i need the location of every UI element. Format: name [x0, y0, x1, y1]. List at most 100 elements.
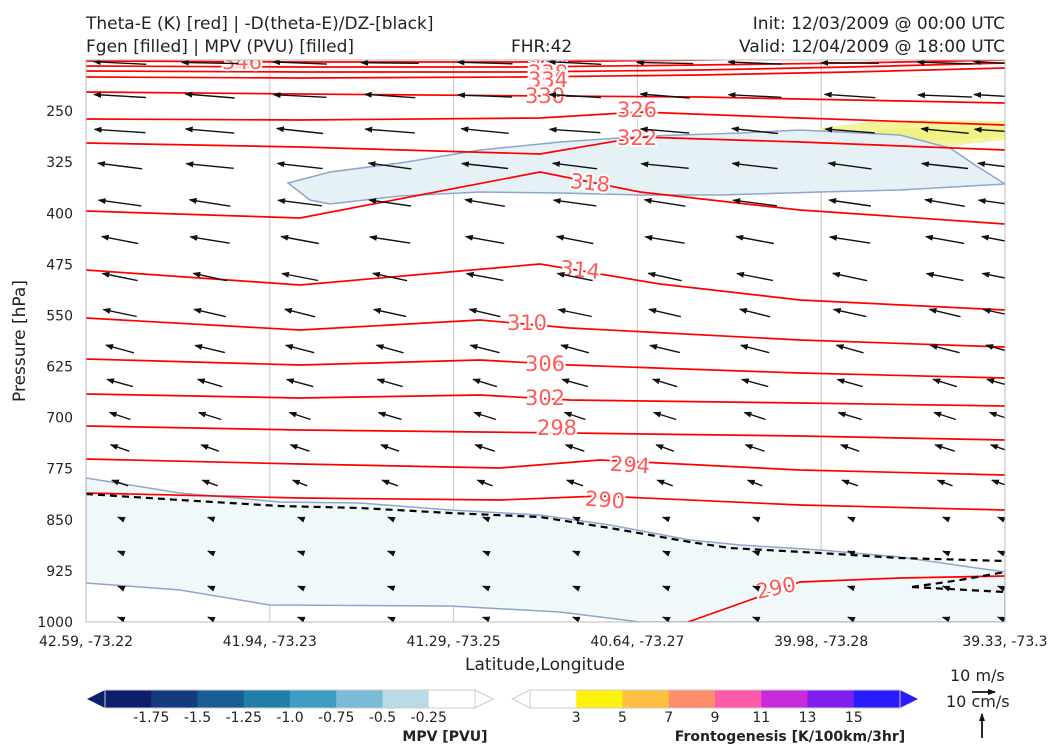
- circulation-vector: [920, 126, 969, 134]
- x-axis-ticks: 42.59, -73.22 41.94, -73.23 41.29, -73.25 4…: [39, 634, 1048, 650]
- theta-e-contour: [86, 171, 1005, 225]
- circulation-vector: [932, 378, 958, 388]
- y-tick-label: 325: [46, 155, 73, 171]
- circulation-vector: [740, 378, 769, 388]
- circulation-vector: [996, 616, 1005, 622]
- circulation-vector: [655, 444, 675, 452]
- circulation-vector: [727, 92, 782, 99]
- circulation-vector: [839, 444, 860, 452]
- fgen-colorbar-swatch: [530, 690, 577, 708]
- circulation-vector: [920, 161, 969, 170]
- y-tick-label: 850: [46, 513, 73, 529]
- theta-e-contour: [687, 575, 1005, 622]
- dthetae-dz-dashed-contour: [86, 492, 1005, 563]
- circulation-vector: [564, 444, 585, 452]
- circulation-vector: [976, 161, 1005, 168]
- circulation-vector: [824, 126, 875, 134]
- circulation-vector: [387, 516, 396, 523]
- theta-e-contour: [86, 425, 1005, 441]
- fgen-colorbar-tick: 9: [711, 710, 720, 726]
- circulation-vector: [739, 344, 770, 354]
- circulation-vector: [751, 616, 761, 622]
- mpv-colorbar-tick: -1.0: [276, 710, 303, 726]
- mpv-colorbar-tick: -1.25: [226, 710, 262, 726]
- circulation-vector: [925, 271, 964, 282]
- plot-frame: [85, 59, 1006, 623]
- circulation-vector: [185, 161, 234, 169]
- circulation-vector: [386, 550, 396, 557]
- fgen-colorbar-swatch: [807, 690, 855, 708]
- theta-e-contour: [86, 67, 1005, 79]
- fgen-colorbar-tick: 5: [618, 710, 627, 726]
- circulation-vector: [456, 92, 513, 99]
- circulation-vector: [469, 344, 500, 354]
- x-tick-label: 41.29, -73.25: [407, 634, 501, 650]
- fgen-colorbar-arrow-high: [900, 690, 918, 708]
- init-time-label: Init: 12/03/2009 @ 00:00 UTC: [752, 14, 1005, 34]
- circulation-vector: [277, 198, 322, 207]
- circulation-vector: [200, 444, 220, 452]
- theta-e-contour: [86, 492, 1005, 511]
- circulation-vector: [982, 307, 1005, 315]
- circulation-vector: [194, 344, 226, 354]
- circulation-vector: [981, 271, 1005, 279]
- circulation-vector: [296, 516, 306, 523]
- circulation-vector: [481, 616, 491, 622]
- y-tick-label: 625: [46, 360, 73, 376]
- theta-e-contour: [86, 317, 1005, 348]
- circulation-vector: [296, 616, 306, 622]
- circulation-vector: [727, 60, 782, 66]
- x-tick-label: 42.59, -73.22: [39, 634, 133, 650]
- circulation-vector: [552, 198, 597, 207]
- circulation-vector: [985, 344, 1005, 352]
- circulation-vector: [820, 60, 879, 66]
- circulation-vector: [743, 411, 766, 421]
- circulation-vector: [644, 234, 685, 244]
- mpv-colorbar-tick: -0.25: [411, 710, 447, 726]
- circulation-vector: [560, 344, 590, 354]
- circulation-vector: [837, 411, 862, 421]
- circulation-vector: [106, 378, 134, 388]
- circulation-vector: [916, 92, 973, 99]
- circulation-vector: [942, 550, 951, 557]
- fgen-colorbar-swatch: [853, 690, 901, 708]
- circulation-vector: [986, 378, 1005, 386]
- circulation-vector: [468, 308, 501, 318]
- fgen-colorbar-tick: 3: [572, 710, 581, 726]
- circulation-vector: [105, 344, 135, 354]
- circulation-vector: [565, 479, 584, 487]
- theta-e-contour: [86, 62, 1005, 73]
- circulation-vector: [730, 126, 779, 135]
- circulation-vector: [936, 479, 953, 487]
- circulation-vector: [977, 198, 1005, 205]
- circulation-vector: [647, 271, 682, 282]
- circulation-vectors: [92, 60, 1005, 622]
- circulation-vector: [941, 616, 951, 622]
- circulation-vector: [828, 234, 871, 244]
- reference-vector-key: 10 m/s 10 cm/s: [946, 666, 1010, 738]
- circulation-vector: [571, 550, 581, 557]
- y-tick-label: 475: [46, 257, 73, 273]
- y-tick-label: 400: [46, 206, 73, 222]
- fgen-colorbar-swatch: [668, 690, 716, 708]
- valid-time-label: Valid: 12/04/2009 @ 18:00 UTC: [739, 37, 1005, 57]
- circulation-vector: [656, 479, 673, 487]
- circulation-vector: [738, 307, 771, 318]
- circulation-vector: [941, 585, 951, 592]
- theta-e-contour-label: 334: [528, 68, 568, 92]
- circulation-vector: [563, 411, 586, 421]
- y-tick-label: 700: [46, 411, 73, 427]
- theta-e-contours: [86, 60, 1005, 622]
- mpv-colorbar-swatch: [290, 690, 337, 708]
- circulation-vector: [746, 479, 763, 487]
- circulation-vector: [662, 616, 671, 622]
- theta-e-contour-label: 294: [609, 452, 651, 479]
- chart-title-line-1: Theta-E (K) [red] | -D(theta-E)/DZ-[blac…: [86, 14, 434, 34]
- theta-e-contour-label: 346: [222, 50, 262, 74]
- mpv-colorbar-frame: [104, 689, 476, 709]
- circulation-vector: [93, 91, 146, 99]
- circulation-vector: [272, 92, 327, 99]
- circulation-vector: [731, 161, 778, 170]
- circulation-vector: [481, 516, 491, 523]
- circulation-vector: [547, 60, 602, 66]
